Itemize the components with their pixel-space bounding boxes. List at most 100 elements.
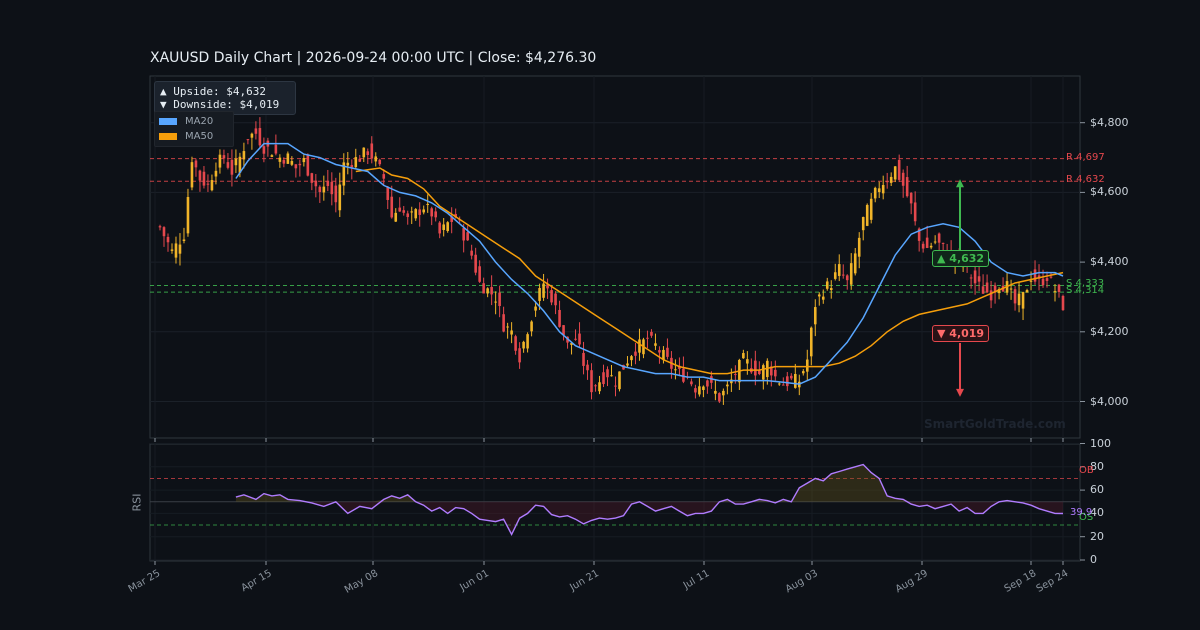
candle-body (833, 272, 837, 279)
candle-body (250, 133, 254, 138)
candle-body (1013, 289, 1017, 304)
candle-body (450, 216, 453, 222)
candle-body (294, 164, 298, 169)
candle-body (813, 307, 817, 325)
page-title: XAUUSD Daily Chart | 2026-09-24 00:00 UT… (150, 50, 597, 66)
price-tick-label: $4,200 (1090, 324, 1129, 338)
candle-body (298, 163, 302, 166)
candle-body (1057, 284, 1061, 292)
candle-body (174, 243, 178, 258)
target-legend: ▲ Upside: $4,632 ▼ Downside: $4,019 (154, 81, 296, 115)
candle-body (758, 369, 761, 375)
candle-body (382, 174, 386, 179)
candle-body (929, 245, 933, 248)
candle-body (614, 385, 617, 387)
candle-body (606, 369, 609, 378)
candle-body (162, 227, 166, 237)
candle-body (338, 184, 342, 211)
candle-body (358, 158, 362, 162)
candle-body (254, 128, 258, 134)
rsi-above-fill (235, 464, 1063, 502)
candle-body (913, 202, 917, 222)
candle-body (734, 374, 737, 376)
candle-body (905, 177, 909, 197)
rsi-ob-label: OB (1079, 465, 1094, 477)
candle-body (714, 390, 717, 394)
candle-body (626, 363, 629, 366)
candle-body (554, 293, 557, 306)
candle-body (694, 388, 697, 393)
candle-body (782, 384, 785, 386)
candle-body (570, 343, 573, 345)
downside-legend-entry: ▼ Downside: $4,019 (160, 98, 280, 111)
candle-body (574, 338, 577, 340)
candle-body (470, 250, 473, 256)
candle-body (702, 386, 705, 390)
ma50-line (355, 167, 1064, 375)
candle-body (742, 353, 745, 359)
candle-body (790, 375, 793, 379)
candle-body (1017, 293, 1021, 306)
price-tick-label: $4,000 (1090, 394, 1129, 408)
downside-target-tag: ▼ 4,019 (932, 325, 990, 342)
candle-body (434, 211, 437, 218)
candle-body (546, 284, 549, 289)
candle-body (941, 242, 945, 244)
candle-body (310, 173, 314, 183)
candle-body (498, 292, 501, 307)
candle-body (1053, 291, 1057, 293)
candle-body (754, 360, 757, 376)
candle-body (214, 170, 218, 177)
candle-body (502, 314, 505, 332)
rsi-axis-label: RSI (130, 493, 144, 512)
candle-body (678, 365, 681, 369)
candle-body (817, 294, 821, 297)
candle-body (586, 364, 589, 371)
candle-body (410, 211, 414, 213)
candle-body (793, 374, 797, 388)
candle-body (582, 352, 585, 366)
candle-body (618, 371, 621, 390)
candle-body (873, 187, 877, 199)
candle-body (937, 233, 941, 243)
candle-body (762, 365, 765, 380)
candle-body (182, 239, 186, 242)
candle-body (825, 281, 829, 289)
rsi-last-value: 39.9 (1070, 506, 1093, 518)
candle-body (925, 237, 929, 248)
rsi-line (235, 463, 1064, 536)
candle-body (330, 181, 334, 195)
candle-body (518, 348, 521, 363)
candle-body (342, 162, 346, 186)
candle-body (386, 186, 390, 200)
candle-body (610, 375, 613, 377)
candle-body (1041, 278, 1045, 286)
candle-body (510, 330, 513, 335)
candle-body (202, 171, 206, 186)
ma50-legend-label: MA50 (185, 131, 214, 142)
candle-body (490, 287, 493, 295)
rsi-below-fill (235, 501, 1063, 535)
candle-body (638, 339, 641, 353)
ma20-legend-label: MA20 (185, 116, 214, 127)
candle-body (446, 222, 449, 232)
candle-body (278, 157, 282, 162)
price-tick-label: $4,600 (1090, 185, 1129, 199)
candle-body (438, 222, 441, 234)
candle-body (594, 385, 597, 387)
candle-body (290, 161, 294, 165)
candle-body (881, 185, 885, 194)
candle-body (226, 162, 230, 168)
candle-body (809, 327, 813, 357)
candle-body (849, 263, 853, 285)
level-label: R 4,697 (1066, 151, 1105, 163)
candle-body (478, 266, 481, 282)
candle-body (778, 383, 781, 385)
candle-body (486, 288, 489, 294)
candle-body (985, 282, 989, 293)
candle-body (430, 208, 433, 217)
candle-body (230, 159, 234, 175)
candle-body (889, 176, 893, 183)
candle-body (326, 180, 330, 187)
